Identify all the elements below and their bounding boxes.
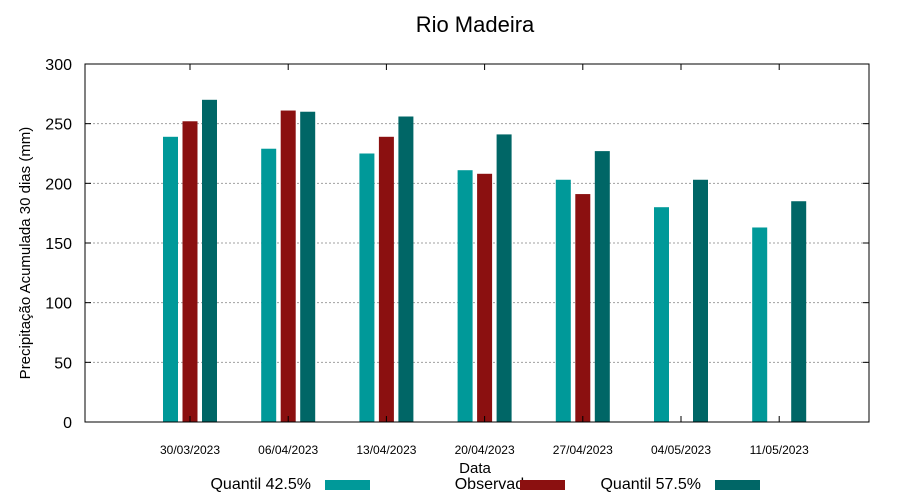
y-tick-label: 200 — [45, 176, 72, 193]
y-tick-label: 150 — [45, 236, 72, 253]
bars — [163, 99, 807, 423]
legend-label: Quantil 57.5% — [600, 476, 701, 493]
legend-swatch — [325, 480, 370, 490]
bar-observado-0 — [182, 121, 198, 422]
bar-quantil-57-5--2 — [398, 116, 414, 423]
bar-quantil-42-5--2 — [359, 153, 375, 422]
bar-observado-3 — [477, 173, 493, 422]
y-tick-label: 0 — [63, 415, 72, 432]
bar-quantil-57-5--4 — [594, 151, 610, 422]
bar-observado-2 — [378, 136, 394, 422]
bar-quantil-57-5--1 — [300, 111, 316, 422]
x-tick-label: 04/05/2023 — [651, 443, 711, 457]
y-axis-ticks: 0 50 100 150 200 250 300 — [45, 57, 869, 432]
grid-lines — [85, 123, 869, 363]
y-tick-label: 100 — [45, 296, 72, 313]
bar-quantil-57-5--3 — [496, 134, 512, 422]
bar-quantil-42-5--1 — [261, 148, 277, 422]
bar-observado-4 — [575, 194, 591, 422]
y-tick-label: 300 — [45, 57, 72, 74]
bar-observado-1 — [280, 110, 296, 422]
legend-label: Quantil 42.5% — [210, 476, 311, 493]
y-tick-label: 250 — [45, 117, 72, 134]
x-axis-ticks: 30/03/2023 06/04/2023 13/04/2023 20/04/2023… — [160, 64, 809, 457]
bar-quantil-42-5--3 — [457, 170, 473, 422]
y-tick-label: 50 — [54, 355, 72, 372]
x-tick-label: 11/05/2023 — [750, 443, 809, 457]
x-tick-label: 13/04/2023 — [356, 443, 416, 457]
bar-quantil-42-5--6 — [752, 227, 768, 422]
x-tick-label: 20/04/2023 — [455, 443, 515, 457]
x-axis-label: Data — [459, 460, 491, 477]
bar-quantil-57-5--6 — [791, 201, 807, 422]
bar-quantil-42-5--5 — [654, 207, 669, 422]
x-tick-label: 06/04/2023 — [258, 443, 318, 457]
bar-quantil-42-5--0 — [163, 136, 178, 422]
y-axis-label: Precipitação Acumulada 30 dias (mm) — [17, 127, 34, 380]
bar-quantil-57-5--5 — [693, 179, 708, 422]
bar-quantil-57-5--0 — [202, 99, 217, 423]
legend-swatch — [715, 480, 760, 490]
bar-quantil-42-5--4 — [555, 179, 571, 422]
legend-label: Observado — [455, 476, 533, 493]
chart-title: Rio Madeira — [416, 12, 535, 37]
x-tick-label: 27/04/2023 — [553, 443, 613, 457]
x-tick-label: 30/03/2023 — [160, 443, 220, 457]
legend: Quantil 42.5% Observado Quantil 57.5% — [210, 476, 760, 493]
legend-swatch — [520, 480, 565, 490]
